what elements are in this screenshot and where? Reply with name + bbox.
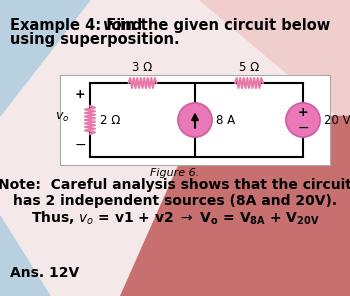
Text: 5 Ω: 5 Ω (239, 61, 259, 74)
Text: Example 4: Find: Example 4: Find (10, 18, 147, 33)
Text: in the given circuit below: in the given circuit below (115, 18, 330, 33)
Text: has 2 independent sources (8A and 20V).: has 2 independent sources (8A and 20V). (13, 194, 337, 208)
Text: −: − (297, 121, 309, 135)
Text: Note:  Careful analysis shows that the circuit: Note: Careful analysis shows that the ci… (0, 178, 350, 192)
Text: vo: vo (102, 18, 121, 33)
Polygon shape (0, 216, 50, 296)
Text: Thus, $v_o$ = v1 + v2 $\rightarrow$ $\mathbf{V_o}$ = $\mathbf{V_{8A}}$ + $\mathb: Thus, $v_o$ = v1 + v2 $\rightarrow$ $\ma… (30, 210, 320, 227)
Polygon shape (200, 0, 350, 126)
Text: Ans. 12V: Ans. 12V (10, 266, 79, 280)
Text: 3 Ω: 3 Ω (132, 61, 153, 74)
Text: −: − (74, 138, 86, 152)
Text: using superposition.: using superposition. (10, 32, 180, 47)
Bar (60, 75, 330, 165)
Text: +: + (75, 89, 85, 102)
Polygon shape (0, 0, 90, 116)
Text: Figure 6.: Figure 6. (150, 168, 200, 178)
Text: 2 Ω: 2 Ω (100, 113, 120, 126)
Text: $v_o$: $v_o$ (55, 110, 69, 123)
Circle shape (286, 103, 320, 137)
Circle shape (178, 103, 212, 137)
Text: 20 V: 20 V (324, 113, 350, 126)
Text: +: + (298, 106, 308, 119)
Text: 8 A: 8 A (216, 113, 235, 126)
Polygon shape (120, 116, 350, 296)
